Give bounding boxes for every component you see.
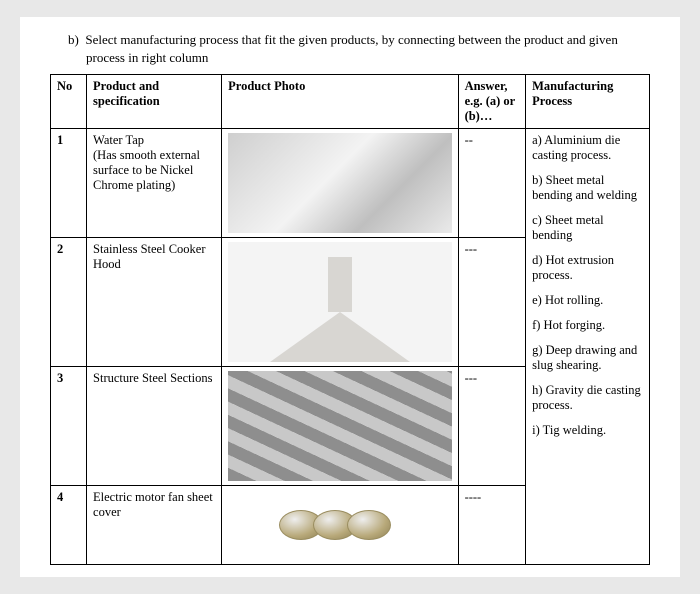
process-option: g) Deep drawing and slug shearing. (532, 343, 643, 373)
header-product: Product and specification (87, 75, 222, 129)
table-row: 1 Water Tap (Has smooth external surface… (51, 129, 650, 238)
photo-motor-cover (228, 490, 451, 560)
cell-photo (222, 367, 458, 486)
header-answer: Answer, e.g. (a) or (b)… (458, 75, 526, 129)
cell-product: Structure Steel Sections (87, 367, 222, 486)
process-option: h) Gravity die casting process. (532, 383, 643, 413)
cell-photo (222, 129, 458, 238)
cell-no: 2 (51, 238, 87, 367)
header-photo: Product Photo (222, 75, 458, 129)
cell-product: Stainless Steel Cooker Hood (87, 238, 222, 367)
header-process: Manufacturing Process (526, 75, 650, 129)
process-list: a) Aluminium die casting process. b) She… (532, 133, 643, 438)
question-text: b) Select manufacturing process that fit… (50, 31, 650, 66)
cell-product: Electric motor fan sheet cover (87, 486, 222, 565)
cell-product: Water Tap (Has smooth external surface t… (87, 129, 222, 238)
cell-process-list: a) Aluminium die casting process. b) She… (526, 129, 650, 565)
process-option: a) Aluminium die casting process. (532, 133, 643, 163)
header-no: No (51, 75, 87, 129)
photo-steel-sections (228, 371, 451, 481)
cell-answer: ---- (458, 486, 526, 565)
question-label: b) (68, 32, 79, 47)
process-option: b) Sheet metal bending and welding (532, 173, 643, 203)
process-option: c) Sheet metal bending (532, 213, 643, 243)
cell-answer: --- (458, 367, 526, 486)
cell-answer: -- (458, 129, 526, 238)
process-option: i) Tig welding. (532, 423, 643, 438)
cell-no: 1 (51, 129, 87, 238)
document-page: b) Select manufacturing process that fit… (20, 17, 680, 577)
process-option: f) Hot forging. (532, 318, 643, 333)
process-option: e) Hot rolling. (532, 293, 643, 308)
photo-water-tap (228, 133, 451, 233)
product-process-table: No Product and specification Product Pho… (50, 74, 650, 565)
question-body: Select manufacturing process that fit th… (85, 32, 617, 65)
process-option: d) Hot extrusion process. (532, 253, 643, 283)
cell-no: 3 (51, 367, 87, 486)
cell-photo (222, 486, 458, 565)
cell-answer: --- (458, 238, 526, 367)
table-header-row: No Product and specification Product Pho… (51, 75, 650, 129)
cell-photo (222, 238, 458, 367)
cell-no: 4 (51, 486, 87, 565)
photo-cooker-hood (228, 242, 451, 362)
